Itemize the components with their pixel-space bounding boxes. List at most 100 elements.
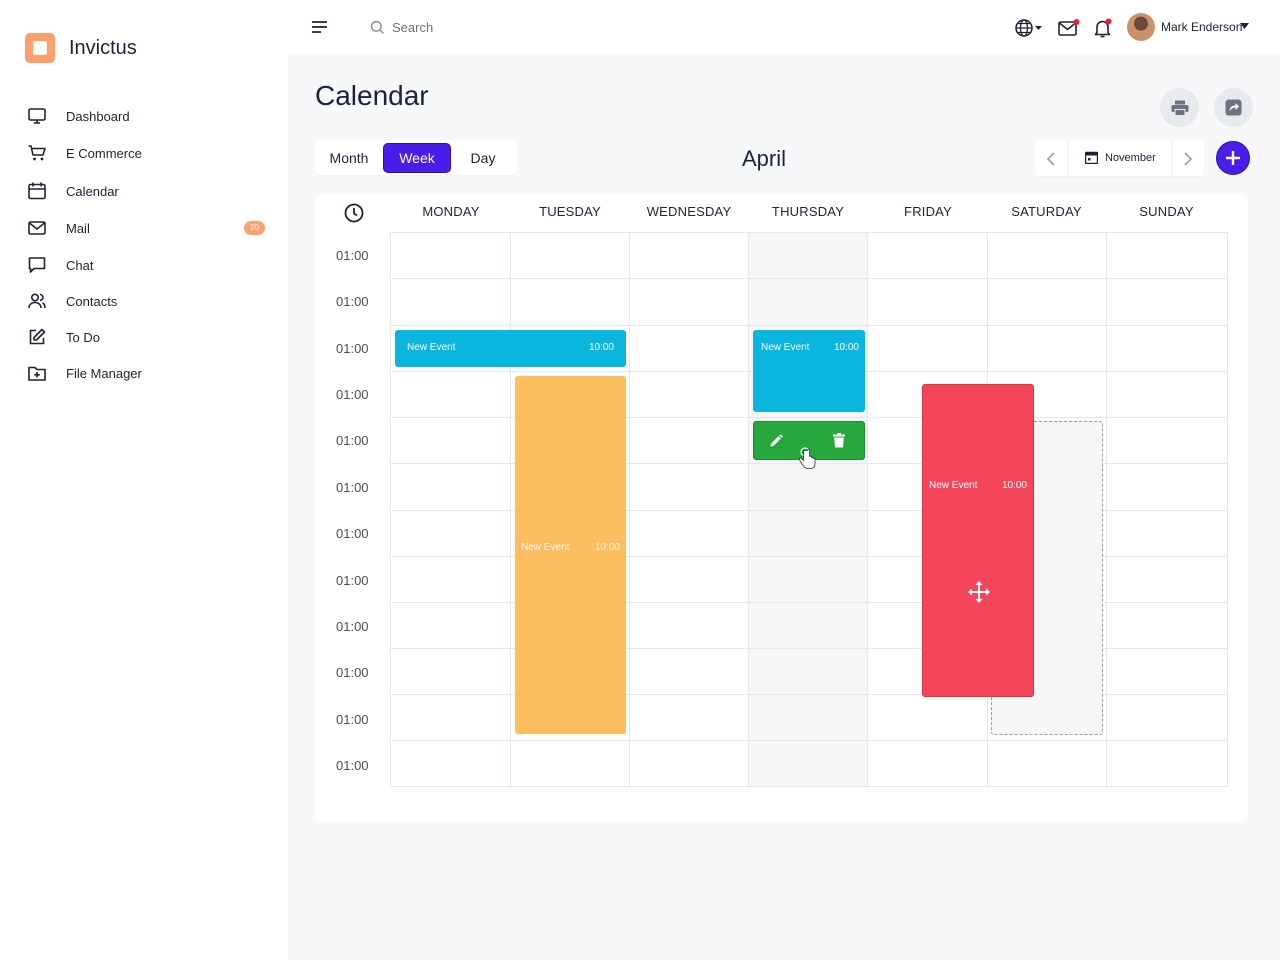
view-day-button[interactable]: Day — [470, 150, 496, 166]
sidebar-item-label: Dashboard — [66, 108, 130, 124]
view-week-button[interactable]: Week — [383, 143, 451, 173]
sidebar-item-label: Chat — [66, 257, 94, 273]
month-picker-label[interactable]: November — [1105, 152, 1156, 164]
clock-icon — [344, 203, 364, 223]
grid-col-divider — [629, 233, 630, 786]
time-label: 01:00 — [336, 758, 369, 773]
sidebar-item-chat[interactable]: Chat — [0, 247, 288, 283]
sidebar-item-ecommerce[interactable]: E Commerce — [0, 135, 288, 171]
sidebar-item-dashboard[interactable]: Dashboard — [0, 98, 288, 134]
grid-row-divider — [391, 648, 1227, 649]
event-tuesday[interactable]: New Event 10:00 — [515, 376, 626, 734]
time-label: 01:00 — [336, 665, 369, 680]
grid-row-divider — [391, 417, 1227, 418]
event-title: New Event — [929, 480, 978, 491]
mail-icon — [28, 221, 46, 235]
event-title: New Event — [521, 542, 570, 553]
move-icon[interactable] — [968, 581, 990, 603]
calendar-icon — [28, 182, 46, 200]
trash-icon[interactable] — [833, 433, 845, 448]
calendar-icon — [1085, 151, 1098, 164]
grid-row-divider — [391, 278, 1227, 279]
sidebar-item-label: Contacts — [66, 293, 118, 309]
time-label: 01:00 — [336, 526, 369, 541]
event-time: 10:00 — [594, 542, 620, 553]
time-label: 01:00 — [336, 341, 369, 356]
grid-row-divider — [391, 740, 1227, 741]
event-time: 10:00 — [833, 342, 859, 353]
time-label: 01:00 — [336, 433, 369, 448]
share-icon — [1225, 99, 1242, 116]
time-label: 01:00 — [336, 387, 369, 402]
event-monday[interactable]: New Event 10:00 — [395, 330, 626, 367]
search-input[interactable] — [392, 16, 592, 38]
day-header-saturday: SATURDAY — [1011, 204, 1082, 219]
view-month-button[interactable]: Month — [329, 150, 369, 166]
cart-icon — [28, 145, 46, 161]
day-header-thursday: THURSDAY — [771, 204, 845, 219]
day-header-sunday: SUNDAY — [1139, 204, 1194, 219]
date-navigator: November — [1035, 140, 1204, 176]
sidebar-item-label: E Commerce — [66, 145, 142, 161]
sidebar-item-mail[interactable]: Mail 20 — [0, 210, 288, 246]
sidebar-item-contacts[interactable]: Contacts — [0, 283, 288, 319]
grid-col-divider — [1106, 233, 1107, 786]
logo-icon — [25, 33, 55, 63]
sidebar-item-label: Mail — [66, 220, 90, 236]
language-globe-icon[interactable] — [1014, 18, 1046, 38]
print-button[interactable] — [1160, 88, 1199, 127]
time-label: 01:00 — [336, 480, 369, 495]
grid-col-divider — [510, 233, 511, 786]
sidebar-item-label: To Do — [66, 329, 100, 345]
event-friday[interactable]: New Event 10:00 — [922, 384, 1034, 697]
view-switcher: Month Week Day — [315, 140, 517, 175]
grid-row-divider — [391, 325, 1227, 326]
day-header-friday: FRIDAY — [904, 204, 952, 219]
sidebar-item-calendar[interactable]: Calendar — [0, 173, 288, 209]
edit-icon — [29, 328, 46, 345]
current-month-title: April — [741, 146, 786, 171]
day-header-wednesday: WEDNESDAY — [646, 204, 732, 219]
grid-row-divider — [391, 602, 1227, 603]
sidebar-item-file-manager[interactable]: File Manager — [0, 355, 288, 391]
chat-icon — [28, 257, 46, 273]
time-label: 01:00 — [336, 712, 369, 727]
menu-icon[interactable] — [312, 21, 328, 33]
plus-icon — [1226, 151, 1240, 165]
time-label: 01:00 — [336, 294, 369, 309]
grid-col-divider — [748, 233, 749, 786]
sidebar-item-label: Calendar — [66, 183, 119, 199]
time-label: 01:00 — [336, 573, 369, 588]
event-time: 10:00 — [588, 342, 614, 353]
sidebar-item-todo[interactable]: To Do — [0, 319, 288, 355]
prev-button[interactable] — [1035, 140, 1068, 176]
notification-bell-icon[interactable] — [1092, 17, 1114, 39]
event-time: 10:00 — [1001, 480, 1027, 491]
chevron-left-icon — [1046, 152, 1055, 166]
brand-logo[interactable]: Invictus — [25, 33, 137, 63]
event-thursday[interactable]: New Event 10:00 — [753, 330, 865, 412]
event-action-bar — [753, 421, 865, 469]
mail-count-badge: 20 — [244, 221, 265, 235]
monitor-icon — [28, 108, 46, 124]
time-label: 01:00 — [336, 248, 369, 263]
search-icon — [370, 20, 384, 34]
next-button[interactable] — [1171, 140, 1204, 176]
share-button[interactable] — [1214, 88, 1253, 127]
printer-icon — [1171, 100, 1188, 116]
contacts-icon — [28, 293, 46, 309]
edit-icon[interactable] — [770, 434, 783, 447]
time-label: 01:00 — [336, 619, 369, 634]
messages-icon[interactable] — [1058, 18, 1080, 38]
event-title: New Event — [407, 342, 456, 353]
event-title: New Event — [761, 342, 810, 353]
day-header-tuesday: TUESDAY — [539, 204, 601, 219]
hand-pointer-icon — [798, 447, 816, 469]
chevron-down-icon[interactable] — [1240, 23, 1249, 29]
day-header-monday: MONDAY — [422, 204, 480, 219]
user-name[interactable]: Mark Enderson — [1161, 20, 1243, 34]
grid-row-divider — [391, 556, 1227, 557]
grid-col-divider — [867, 233, 868, 786]
user-avatar[interactable] — [1127, 13, 1155, 41]
add-event-button[interactable] — [1216, 141, 1250, 175]
